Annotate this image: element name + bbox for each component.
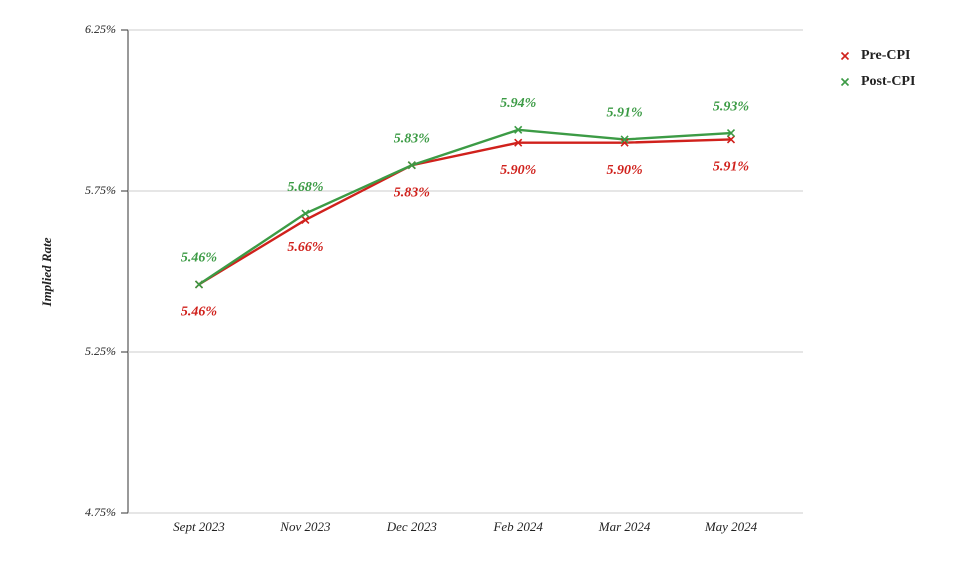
y-axis-label: Implied Rate bbox=[39, 237, 54, 307]
value-label: 5.66% bbox=[287, 240, 323, 255]
y-tick-label: 4.75% bbox=[85, 505, 116, 519]
x-tick-label: Mar 2024 bbox=[598, 519, 651, 534]
series-line bbox=[198, 138, 732, 286]
point-marker bbox=[514, 125, 523, 134]
point-marker bbox=[407, 161, 416, 170]
value-label: 5.91% bbox=[607, 106, 643, 121]
value-label: 5.90% bbox=[500, 163, 536, 178]
x-tick-label: Sept 2023 bbox=[173, 519, 225, 534]
x-tick-label: Nov 2023 bbox=[279, 519, 331, 534]
legend-label: Pre-CPI bbox=[861, 48, 911, 63]
point-marker bbox=[726, 135, 736, 144]
point-marker bbox=[620, 138, 629, 147]
value-label: 5.90% bbox=[607, 163, 643, 178]
value-label: 5.68% bbox=[287, 180, 323, 195]
value-label: 5.91% bbox=[713, 160, 749, 175]
value-label: 5.83% bbox=[394, 185, 430, 200]
point-marker bbox=[194, 280, 204, 289]
series-line bbox=[198, 128, 732, 286]
x-tick-label: Dec 2023 bbox=[386, 519, 438, 534]
y-tick-label: 6.25% bbox=[85, 22, 116, 36]
legend-marker bbox=[840, 77, 850, 87]
y-tick-label: 5.75% bbox=[85, 183, 116, 197]
x-tick-label: Feb 2024 bbox=[492, 519, 543, 534]
point-marker bbox=[514, 138, 523, 147]
legend-marker bbox=[840, 51, 850, 61]
x-tick-label: May 2024 bbox=[704, 519, 758, 534]
point-marker bbox=[620, 135, 629, 144]
point-marker bbox=[301, 209, 310, 218]
point-marker bbox=[301, 215, 310, 225]
value-label: 5.83% bbox=[394, 131, 430, 146]
point-marker bbox=[726, 128, 736, 138]
value-label: 5.46% bbox=[181, 305, 217, 320]
value-label: 5.93% bbox=[713, 99, 749, 114]
legend-label: Post-CPI bbox=[861, 74, 915, 89]
value-label: 5.46% bbox=[181, 251, 217, 266]
y-tick-label: 5.25% bbox=[85, 344, 116, 358]
value-label: 5.94% bbox=[500, 96, 536, 111]
